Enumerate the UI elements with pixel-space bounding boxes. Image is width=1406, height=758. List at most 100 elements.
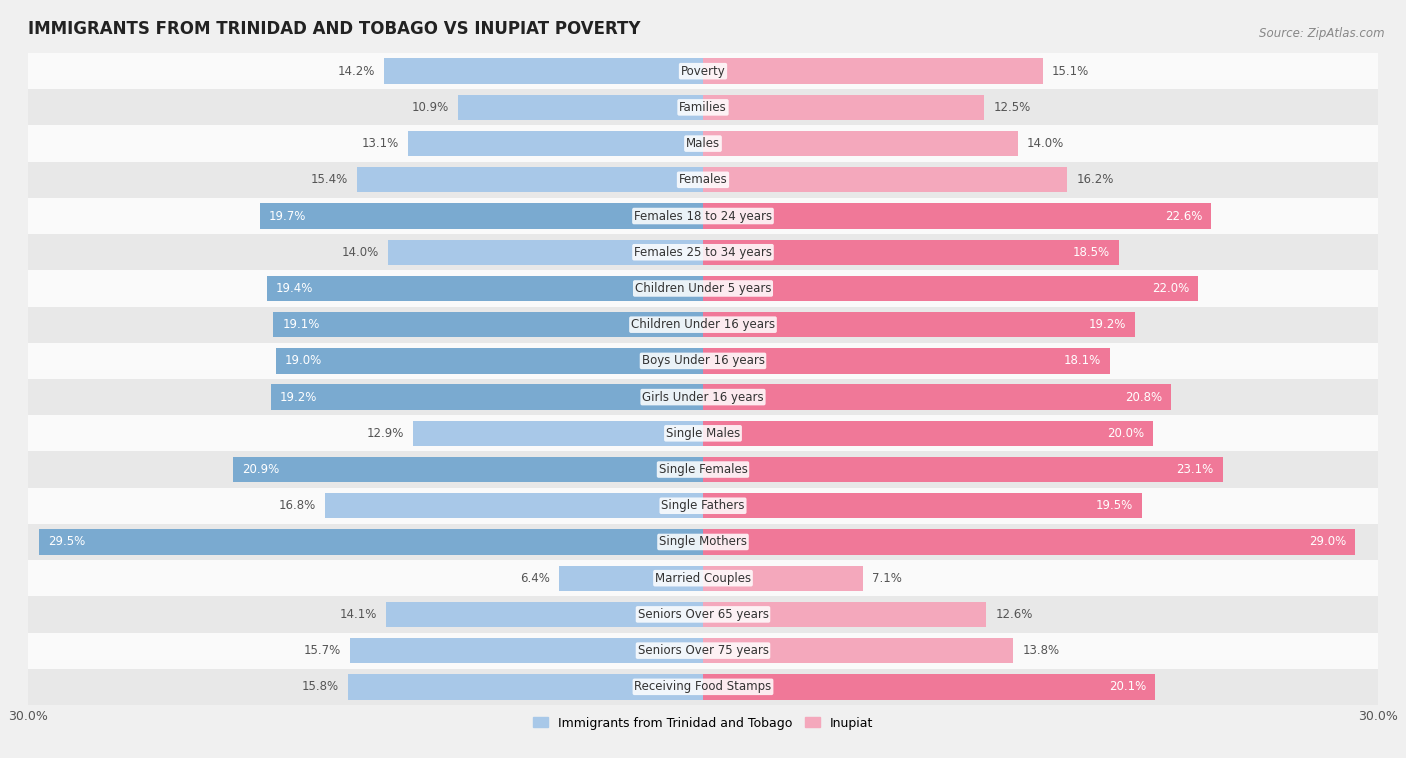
Text: 16.2%: 16.2% <box>1077 174 1114 186</box>
Bar <box>703 638 1014 663</box>
Text: 16.8%: 16.8% <box>278 500 316 512</box>
Text: 14.0%: 14.0% <box>1026 137 1064 150</box>
Bar <box>703 167 1067 193</box>
Text: 20.8%: 20.8% <box>1125 390 1161 403</box>
Text: Poverty: Poverty <box>681 64 725 77</box>
Text: Boys Under 16 years: Boys Under 16 years <box>641 355 765 368</box>
Legend: Immigrants from Trinidad and Tobago, Inupiat: Immigrants from Trinidad and Tobago, Inu… <box>527 712 879 735</box>
Text: 15.4%: 15.4% <box>311 174 347 186</box>
Bar <box>28 161 1378 198</box>
Text: 19.5%: 19.5% <box>1095 500 1133 512</box>
Text: Families: Families <box>679 101 727 114</box>
Text: Children Under 5 years: Children Under 5 years <box>634 282 772 295</box>
Bar <box>28 126 1378 161</box>
Text: 15.7%: 15.7% <box>304 644 340 657</box>
Bar <box>28 379 1378 415</box>
Bar <box>28 234 1378 271</box>
Bar <box>271 384 703 410</box>
Text: 10.9%: 10.9% <box>412 101 449 114</box>
Bar <box>28 487 1378 524</box>
Bar <box>703 203 1212 229</box>
Bar <box>350 638 703 663</box>
Text: 14.1%: 14.1% <box>339 608 377 621</box>
Text: 18.1%: 18.1% <box>1064 355 1101 368</box>
Text: 20.9%: 20.9% <box>242 463 278 476</box>
Bar <box>703 421 1153 446</box>
Text: 19.4%: 19.4% <box>276 282 314 295</box>
Text: 12.9%: 12.9% <box>367 427 404 440</box>
Bar <box>703 602 987 627</box>
Bar <box>703 95 984 120</box>
Text: Single Males: Single Males <box>666 427 740 440</box>
Text: Source: ZipAtlas.com: Source: ZipAtlas.com <box>1260 27 1385 39</box>
Bar <box>703 457 1223 482</box>
Bar <box>703 529 1355 555</box>
Text: 13.8%: 13.8% <box>1022 644 1060 657</box>
Text: Single Fathers: Single Fathers <box>661 500 745 512</box>
Text: 15.8%: 15.8% <box>301 681 339 694</box>
Bar <box>28 198 1378 234</box>
Bar <box>357 167 703 193</box>
Text: Children Under 16 years: Children Under 16 years <box>631 318 775 331</box>
Bar <box>458 95 703 120</box>
Bar <box>703 493 1142 518</box>
Text: 19.1%: 19.1% <box>283 318 319 331</box>
Bar <box>703 348 1111 374</box>
Bar <box>408 131 703 156</box>
Text: 19.2%: 19.2% <box>280 390 318 403</box>
Bar <box>28 53 1378 89</box>
Text: 22.6%: 22.6% <box>1166 209 1202 223</box>
Bar <box>28 89 1378 126</box>
Bar <box>703 384 1171 410</box>
Text: Males: Males <box>686 137 720 150</box>
Bar <box>28 669 1378 705</box>
Bar <box>560 565 703 591</box>
Text: Seniors Over 75 years: Seniors Over 75 years <box>637 644 769 657</box>
Bar <box>28 306 1378 343</box>
Bar <box>703 240 1119 265</box>
Bar <box>325 493 703 518</box>
Bar <box>28 343 1378 379</box>
Bar <box>233 457 703 482</box>
Text: 14.0%: 14.0% <box>342 246 380 258</box>
Bar <box>703 565 863 591</box>
Text: 19.2%: 19.2% <box>1088 318 1126 331</box>
Text: Single Mothers: Single Mothers <box>659 535 747 549</box>
Bar <box>28 632 1378 669</box>
Bar <box>39 529 703 555</box>
Text: 18.5%: 18.5% <box>1073 246 1111 258</box>
Text: 12.5%: 12.5% <box>993 101 1031 114</box>
Text: Married Couples: Married Couples <box>655 572 751 584</box>
Text: 19.7%: 19.7% <box>269 209 307 223</box>
Text: 29.5%: 29.5% <box>48 535 86 549</box>
Text: Receiving Food Stamps: Receiving Food Stamps <box>634 681 772 694</box>
Bar <box>388 240 703 265</box>
Bar <box>703 131 1018 156</box>
Bar <box>703 276 1198 301</box>
Bar <box>28 560 1378 597</box>
Text: Single Females: Single Females <box>658 463 748 476</box>
Text: 23.1%: 23.1% <box>1177 463 1213 476</box>
Text: 15.1%: 15.1% <box>1052 64 1088 77</box>
Bar <box>413 421 703 446</box>
Bar <box>347 674 703 700</box>
Text: 12.6%: 12.6% <box>995 608 1033 621</box>
Text: 14.2%: 14.2% <box>337 64 374 77</box>
Bar <box>703 58 1043 84</box>
Text: IMMIGRANTS FROM TRINIDAD AND TOBAGO VS INUPIAT POVERTY: IMMIGRANTS FROM TRINIDAD AND TOBAGO VS I… <box>28 20 641 38</box>
Text: Females 25 to 34 years: Females 25 to 34 years <box>634 246 772 258</box>
Bar <box>276 348 703 374</box>
Bar <box>28 271 1378 306</box>
Bar <box>28 452 1378 487</box>
Text: Girls Under 16 years: Girls Under 16 years <box>643 390 763 403</box>
Bar <box>385 602 703 627</box>
Text: 29.0%: 29.0% <box>1309 535 1347 549</box>
Text: 20.1%: 20.1% <box>1109 681 1146 694</box>
Text: 7.1%: 7.1% <box>872 572 901 584</box>
Text: Females: Females <box>679 174 727 186</box>
Bar <box>28 597 1378 632</box>
Bar <box>267 276 703 301</box>
Text: 20.0%: 20.0% <box>1107 427 1144 440</box>
Bar <box>260 203 703 229</box>
Text: 6.4%: 6.4% <box>520 572 550 584</box>
